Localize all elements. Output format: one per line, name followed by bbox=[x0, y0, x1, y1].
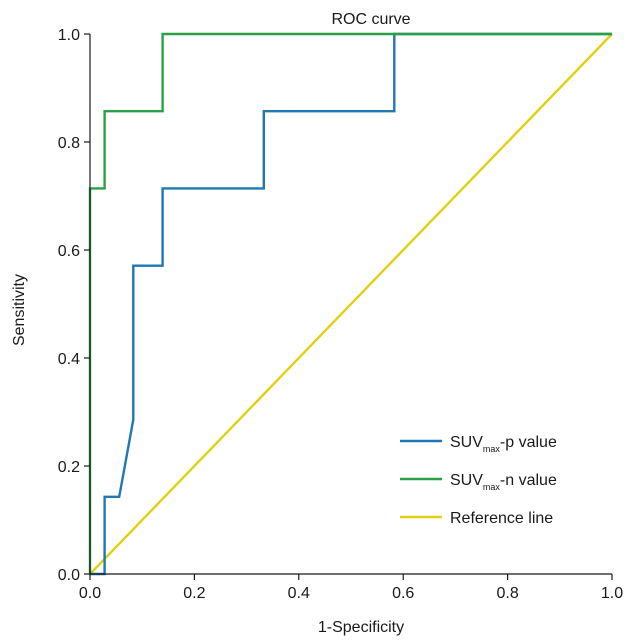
x-tick-label: 0.6 bbox=[392, 585, 414, 602]
y-tick-label: 0.4 bbox=[58, 351, 80, 368]
y-tick-label: 1.0 bbox=[58, 27, 80, 44]
x-tick-label: 0.0 bbox=[79, 585, 101, 602]
legend-label: SUVmax-n value bbox=[450, 472, 557, 492]
series-line-0 bbox=[90, 32, 612, 576]
y-tick-label: 0.8 bbox=[58, 135, 80, 152]
x-tick-label: 1.0 bbox=[601, 585, 623, 602]
x-axis-label: 1-Specificity bbox=[318, 619, 404, 636]
legend: SUVmax-p value SUVmax-n value Reference li… bbox=[400, 434, 557, 527]
y-axis-label: Sensitivity bbox=[11, 274, 28, 346]
x-tick-label: 0.8 bbox=[496, 585, 518, 602]
y-tick-label: 0.0 bbox=[58, 567, 80, 584]
x-tick-label: 0.4 bbox=[288, 585, 310, 602]
series-line-2 bbox=[89, 33, 613, 575]
plot-lines bbox=[88, 32, 613, 576]
y-tick-label: 0.2 bbox=[58, 459, 80, 476]
y-ticks: 0.0 0.2 0.4 0.6 0.8 1.0 bbox=[58, 27, 90, 584]
x-ticks: 0.0 0.2 0.4 0.6 0.8 1.0 bbox=[79, 574, 623, 602]
legend-label: SUVmax-p value bbox=[450, 434, 557, 454]
chart-title: ROC curve bbox=[331, 11, 410, 28]
legend-label: Reference line bbox=[450, 510, 553, 527]
y-tick-label: 0.6 bbox=[58, 243, 80, 260]
x-tick-label: 0.2 bbox=[183, 585, 205, 602]
